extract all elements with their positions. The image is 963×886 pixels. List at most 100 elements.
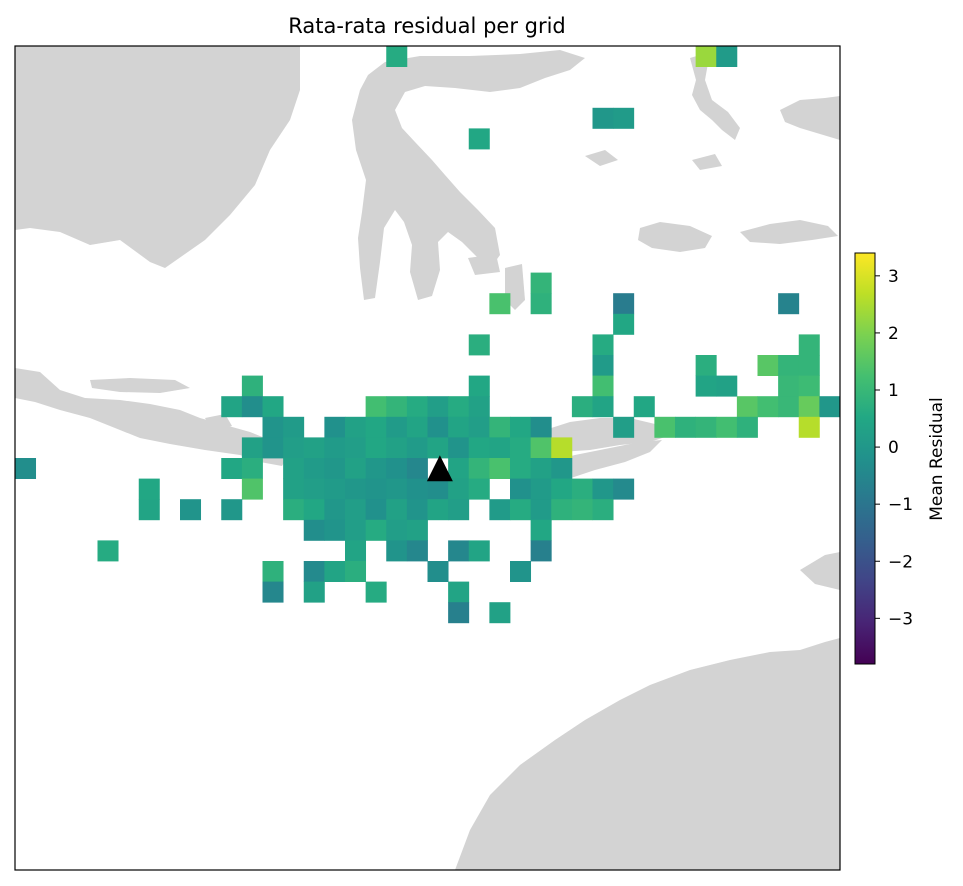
heatmap-cell <box>448 478 470 500</box>
heatmap-cell <box>180 499 202 521</box>
heatmap-cell <box>345 540 367 562</box>
heatmap-cell <box>489 458 511 479</box>
heatmap-cell <box>448 499 470 521</box>
heatmap-cell <box>530 458 552 479</box>
heatmap-cell <box>530 437 552 459</box>
heatmap-cell <box>530 272 552 294</box>
heatmap-cell <box>365 416 387 438</box>
heatmap-cell <box>798 334 820 356</box>
heatmap-cells <box>15 46 861 624</box>
heatmap-cell <box>778 375 800 397</box>
heatmap-cell <box>489 499 511 521</box>
heatmap-cell <box>303 437 325 459</box>
heatmap-cell <box>510 416 532 438</box>
heatmap-cell <box>241 478 263 500</box>
colorbar-tick-label: 3 <box>888 267 899 287</box>
heatmap-cell <box>592 334 614 356</box>
heatmap-cell <box>303 499 325 521</box>
heatmap-cell <box>406 458 428 479</box>
land-obi <box>692 154 722 170</box>
colorbar-tick-label: −3 <box>888 609 913 629</box>
heatmap-cell <box>283 499 305 521</box>
heatmap-cell <box>427 416 449 438</box>
heatmap-cell <box>262 437 284 459</box>
station-triangle-marker <box>426 455 453 482</box>
heatmap-cell <box>406 499 428 521</box>
heatmap-cell <box>778 293 800 315</box>
heatmap-cell <box>221 396 243 418</box>
heatmap-cell <box>303 458 325 479</box>
heatmap-cell <box>468 540 490 562</box>
land-islet-2 <box>468 254 500 275</box>
heatmap-cell <box>427 437 449 459</box>
chart-title: Rata-rata residual per grid <box>288 14 566 38</box>
map-area <box>15 46 861 870</box>
heatmap-cell <box>592 375 614 397</box>
heatmap-cell <box>345 458 367 479</box>
heatmap-cell <box>489 437 511 459</box>
heatmap-cell <box>386 519 408 541</box>
heatmap-cell <box>716 375 738 397</box>
heatmap-cell <box>736 416 758 438</box>
heatmap-cell <box>613 478 635 500</box>
heatmap-cell <box>468 334 490 356</box>
heatmap-cell <box>221 458 243 479</box>
heatmap-cell <box>138 478 160 500</box>
land-australia <box>455 638 840 870</box>
heatmap-cell <box>283 437 305 459</box>
heatmap-cell <box>613 313 635 335</box>
heatmap-cell <box>510 561 532 582</box>
heatmap-cell <box>241 375 263 397</box>
heatmap-cell <box>592 107 614 129</box>
heatmap-cell <box>716 46 738 67</box>
heatmap-cell <box>365 458 387 479</box>
heatmap-cell <box>489 602 511 624</box>
heatmap-cell <box>840 231 861 252</box>
colorbar-tick-label: −1 <box>888 495 913 515</box>
heatmap-cell <box>798 416 820 438</box>
axes-frame <box>14 45 841 871</box>
heatmap-cell <box>613 107 635 129</box>
land-buru <box>740 220 838 244</box>
heatmap-cell <box>798 396 820 418</box>
colorbar-label: Mean Residual <box>927 397 947 521</box>
heatmap-cell <box>365 581 387 603</box>
heatmap-cell <box>571 499 593 521</box>
heatmap-cell <box>386 540 408 562</box>
land-borneo <box>15 46 300 268</box>
heatmap-cell <box>406 416 428 438</box>
heatmap-cell <box>365 478 387 500</box>
heatmap-cell <box>510 478 532 500</box>
heatmap-cell <box>324 458 346 479</box>
marker-layer <box>426 455 453 482</box>
land-halmahera <box>690 52 740 140</box>
heatmap-cell <box>303 561 325 582</box>
colorbar-ticks: 3 2 1 0 −1 −2 −3 <box>875 267 913 629</box>
heatmap-cell <box>468 478 490 500</box>
heatmap-cell <box>675 416 697 438</box>
heatmap-cell <box>468 396 490 418</box>
heatmap-cell <box>262 416 284 438</box>
heatmap-cell <box>571 396 593 418</box>
heatmap-cell <box>365 396 387 418</box>
heatmap-cell <box>241 437 263 459</box>
heatmap-cell <box>448 396 470 418</box>
heatmap-cell <box>468 375 490 397</box>
heatmap-cell <box>551 437 573 459</box>
heatmap-cell <box>551 478 573 500</box>
heatmap-cell <box>448 540 470 562</box>
colorbar-tick-label: 2 <box>888 324 899 344</box>
heatmap-cell <box>510 458 532 479</box>
heatmap-cell <box>613 416 635 438</box>
heatmap-cell <box>695 46 717 67</box>
heatmap-cell <box>530 540 552 562</box>
heatmap-cell <box>530 416 552 438</box>
heatmap-cell <box>798 355 820 376</box>
heatmap-cell <box>324 561 346 582</box>
heatmap-cell <box>138 499 160 521</box>
heatmap-cell <box>716 416 738 438</box>
heatmap-cell <box>592 478 614 500</box>
heatmap-cell <box>241 396 263 418</box>
heatmap-cell <box>324 416 346 438</box>
